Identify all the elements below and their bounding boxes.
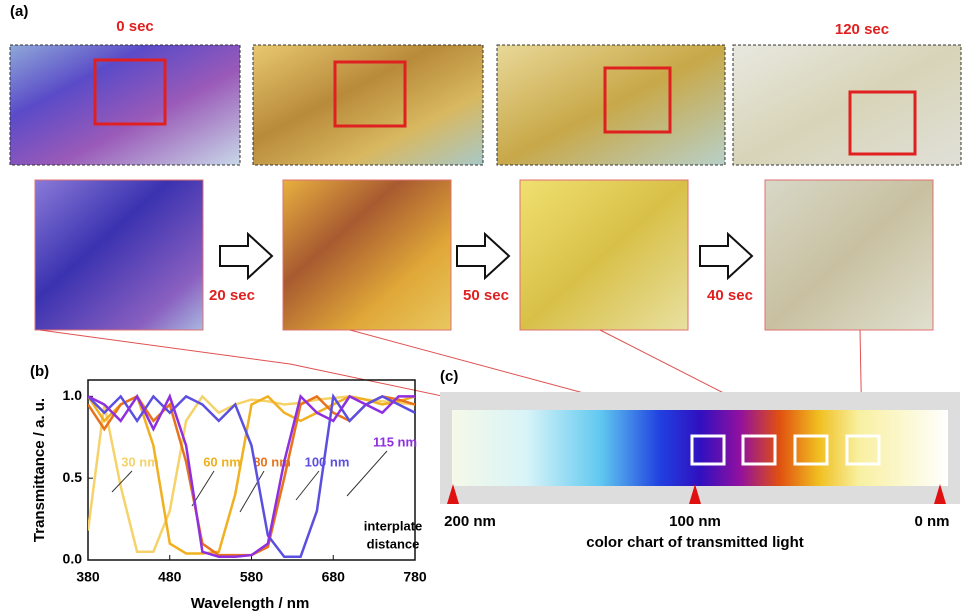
x-axis-title: Wavelength / nm [191,595,310,612]
scale-label: 0 nm [914,513,949,530]
annotation: interplate [364,518,423,533]
interval-label: 40 sec [707,287,753,304]
panel-label: (c) [440,368,458,385]
y-tick-label: 1.0 [63,387,83,403]
label-arrow [296,471,319,500]
panel-label: (a) [10,3,28,20]
y-tick-label: 0.0 [63,551,83,567]
interval-label: 50 sec [463,287,509,304]
x-tick-label: 780 [403,569,427,585]
series-label: 60 nm [203,454,241,469]
series-label: 100 nm [305,454,350,469]
time-label: 120 sec [835,21,889,38]
x-tick-label: 680 [322,569,346,585]
series-label: 30 nm [121,454,159,469]
scale-label: 200 nm [444,513,496,530]
interval-label: 20 sec [209,287,255,304]
time-label: 0 sec [116,18,154,35]
x-tick-label: 480 [158,569,182,585]
color-chart: (c) 200 nm 100 nm 0 nm color chart of tr… [440,368,960,551]
figure: (a) 0 sec 120 sec 20 sec 50 sec 40 sec (… [0,0,964,615]
line-chart: (b) Wavelength / nm Transmittance / a. u… [30,363,427,612]
y-axis-title: Transmittance / a. u. [31,398,48,542]
x-tick-label: 380 [76,569,100,585]
scale-label: 100 nm [669,513,721,530]
series-label: 115 nm [373,434,417,449]
panel-label: (b) [30,363,49,380]
annotation: distance [367,536,420,551]
x-tick-label: 580 [240,569,264,585]
caption: color chart of transmitted light [586,534,804,551]
y-tick-label: 0.5 [63,469,83,485]
label-arrow [347,451,387,496]
overview-images [10,45,961,165]
